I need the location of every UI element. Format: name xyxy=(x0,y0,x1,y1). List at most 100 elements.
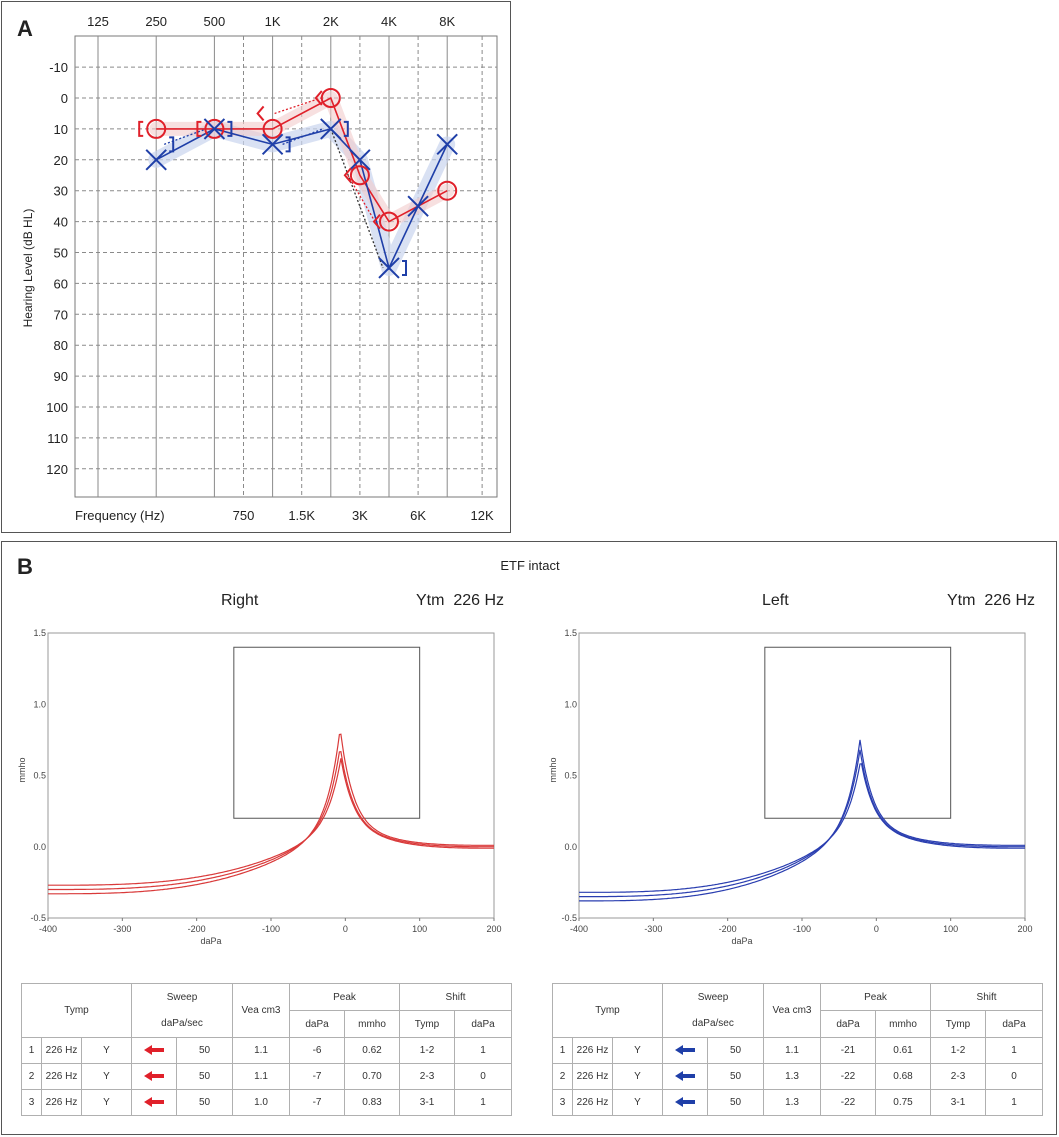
header-shift: Shift xyxy=(399,983,513,1011)
y-tick-label: 110 xyxy=(47,431,68,446)
y-tick-label: 70 xyxy=(54,307,68,322)
row-shift-dapa: 1 xyxy=(985,1037,1044,1064)
audiogram-plot-area xyxy=(74,35,498,498)
header-sweep: Sweep xyxy=(130,983,234,1011)
left-air-marker-x xyxy=(145,149,167,171)
sweep-direction-arrow-icon xyxy=(144,1045,164,1056)
sweep-direction-arrow-icon xyxy=(675,1071,695,1082)
row-shift-tymp: 3-1 xyxy=(399,1089,456,1116)
header-tymp: Tymp xyxy=(552,983,663,1038)
left-air-marker-x xyxy=(407,195,429,217)
row-peak-dapa: -21 xyxy=(820,1037,877,1064)
y-tick-label: 80 xyxy=(54,338,68,353)
table-row: 2 226 Hz Y 50 1.3 -22 0.68 2-3 0 xyxy=(552,1063,1044,1090)
left-bone-dotted-line xyxy=(163,128,207,145)
right-bone-unmasked-marker xyxy=(343,167,352,183)
right-y-axis-label: mmho xyxy=(17,757,27,782)
header-shift-dapa: daPa xyxy=(985,1010,1044,1038)
header-peak-dapa: daPa xyxy=(820,1010,877,1038)
row-flag: Y xyxy=(612,1063,663,1090)
row-frequency: 226 Hz xyxy=(41,1037,82,1064)
left-bone-masked-marker xyxy=(343,120,349,137)
header-peak-mmho: mmho xyxy=(344,1010,401,1038)
row-sweep-rate: 50 xyxy=(706,1063,765,1090)
y-tick-label: 0.0 xyxy=(564,842,577,852)
y-tick-label: 1.0 xyxy=(33,699,46,709)
audiogram-chart: 125 250 500 1K 2K 4K 8K 750 1.5K 3K 6K 12K -10 0 10 20 3… xyxy=(21,14,498,523)
left-air-marker-x xyxy=(320,118,342,140)
row-peak-mmho: 0.70 xyxy=(344,1063,401,1090)
row-vea: 1.1 xyxy=(232,1063,291,1090)
right-x-axis-label: daPa xyxy=(200,936,221,946)
x-tick-label: -400 xyxy=(570,924,588,934)
right-curve-2 xyxy=(48,751,494,891)
right-tympanometry-table: Tymp Sweep Vea cm3 Peak Shift daPa/sec d… xyxy=(21,983,513,1116)
y-tick-label: 60 xyxy=(54,276,68,291)
left-tympanometry-table: Tymp Sweep Vea cm3 Peak Shift daPa/sec d… xyxy=(552,983,1044,1116)
right-air-marker-o xyxy=(437,180,458,201)
y-tick-label: 1.0 xyxy=(564,699,577,709)
right-curve-1 xyxy=(48,758,494,886)
audiogram-x-axis-label: Frequency (Hz) xyxy=(75,508,165,523)
left-air-marker-x xyxy=(378,257,400,279)
header-vea: Vea cm3 xyxy=(232,983,291,1038)
row-peak-dapa: -22 xyxy=(820,1063,877,1090)
x-top-tick-label: 8K xyxy=(439,14,455,29)
row-sweep-rate: 50 xyxy=(175,1089,234,1116)
right-curve-3 xyxy=(48,733,494,895)
left-air-marker-x xyxy=(349,149,371,171)
y-tick-label: 0.0 xyxy=(33,842,46,852)
sweep-direction-cell xyxy=(662,1089,708,1116)
y-tick-label: 20 xyxy=(54,153,68,168)
header-peak: Peak xyxy=(820,983,932,1011)
row-vea: 1.1 xyxy=(763,1037,822,1064)
header-sweep-unit: daPa/sec xyxy=(130,1010,234,1038)
x-bottom-tick-label: 12K xyxy=(471,508,494,523)
x-tick-label: -100 xyxy=(262,924,280,934)
x-tick-label: 0 xyxy=(874,924,879,934)
right-air-marker-o xyxy=(204,118,225,139)
left-bone-masked-marker xyxy=(169,136,175,153)
y-tick-label: 100 xyxy=(46,400,68,415)
header-shift-tymp: Tymp xyxy=(930,1010,987,1038)
right-chart-title: Right xyxy=(221,592,259,609)
row-peak-mmho: 0.83 xyxy=(344,1089,401,1116)
row-sweep-rate: 50 xyxy=(706,1037,765,1064)
right-bone-dotted-line xyxy=(274,97,322,115)
left-air-marker-x xyxy=(261,133,284,156)
row-number: 2 xyxy=(552,1063,573,1090)
row-vea: 1.3 xyxy=(763,1089,822,1116)
header-tymp: Tymp xyxy=(21,983,132,1038)
row-flag: Y xyxy=(81,1089,132,1116)
row-shift-dapa: 1 xyxy=(454,1089,513,1116)
row-shift-dapa: 1 xyxy=(454,1037,513,1064)
row-shift-tymp: 2-3 xyxy=(930,1063,987,1090)
row-frequency: 226 Hz xyxy=(572,1037,613,1064)
x-top-tick-label: 125 xyxy=(87,14,109,29)
table-row: 3 226 Hz Y 50 1.0 -7 0.83 3-1 1 xyxy=(21,1089,513,1116)
header-peak-dapa: daPa xyxy=(289,1010,346,1038)
y-tick-label: 1.5 xyxy=(564,628,577,638)
sweep-direction-arrow-icon xyxy=(144,1071,164,1082)
row-peak-mmho: 0.61 xyxy=(875,1037,932,1064)
row-flag: Y xyxy=(81,1037,132,1064)
row-shift-tymp: 1-2 xyxy=(399,1037,456,1064)
x-tick-label: -400 xyxy=(39,924,57,934)
row-frequency: 226 Hz xyxy=(572,1063,613,1090)
x-tick-label: -200 xyxy=(188,924,206,934)
audiogram-y-axis-label: Hearing Level (dB HL) xyxy=(21,209,35,328)
row-vea: 1.1 xyxy=(232,1037,291,1064)
y-tick-label: 1.5 xyxy=(33,628,46,638)
header-vea: Vea cm3 xyxy=(763,983,822,1038)
right-probe-label: Ytm xyxy=(416,592,445,609)
row-number: 3 xyxy=(21,1089,42,1116)
row-frequency: 226 Hz xyxy=(41,1063,82,1090)
left-tympanogram-curves xyxy=(579,739,1025,902)
left-curve-3 xyxy=(579,739,1025,902)
tympanometry-panel: B ETF intact Right Ytm 226 Hz -400 -300 -2… xyxy=(1,541,1057,1135)
audiogram-panel: A 125 250 500 1K 2K 4K 8K 750 1.5K 3K 6K 12K -10 0 10 2… xyxy=(1,1,511,533)
audiogram-series xyxy=(138,88,458,279)
row-flag: Y xyxy=(612,1037,663,1064)
x-tick-label: 0 xyxy=(343,924,348,934)
y-tick-label: 10 xyxy=(54,122,68,137)
